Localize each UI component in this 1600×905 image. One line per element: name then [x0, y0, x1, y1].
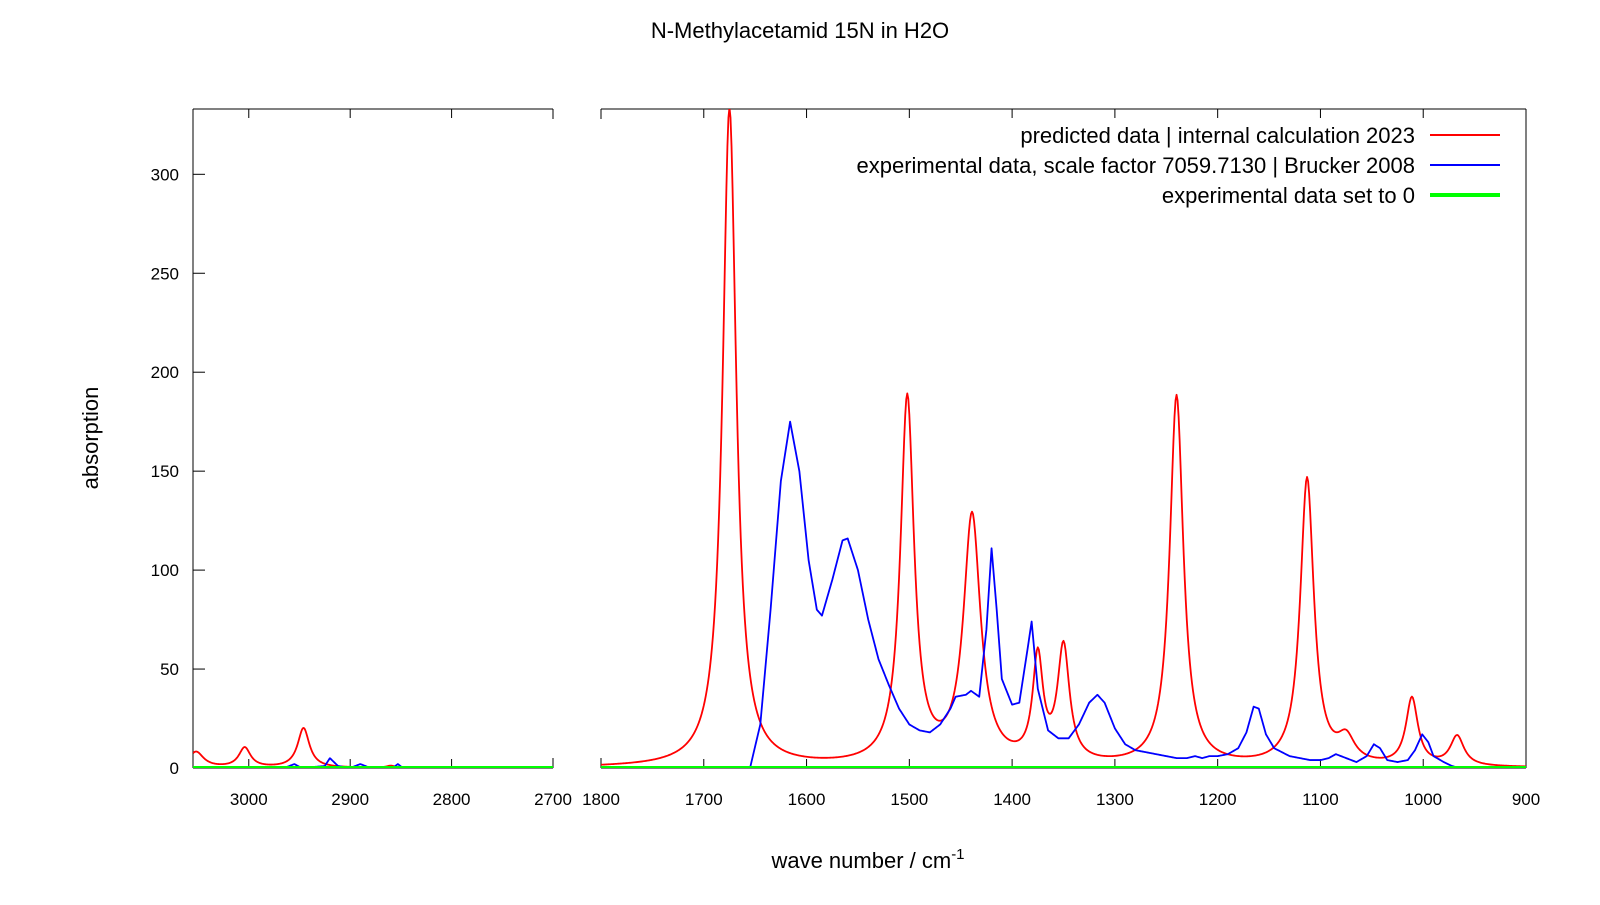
x-tick-label: 2800	[433, 790, 471, 809]
legend: predicted data | internal calculation 20…	[857, 123, 1500, 208]
x-tick-label: 1600	[788, 790, 826, 809]
x-tick-label: 1500	[890, 790, 928, 809]
x-tick-label: 1300	[1096, 790, 1134, 809]
x-tick-label: 3000	[230, 790, 268, 809]
series-line-predicted	[193, 727, 553, 768]
legend-label: experimental data, scale factor 7059.713…	[857, 153, 1416, 178]
y-axis-label: absorption	[78, 387, 103, 490]
y-tick-label: 50	[160, 660, 179, 679]
x-tick-label: 1400	[993, 790, 1031, 809]
x-tick-label: 1800	[582, 790, 620, 809]
chart-title: N-Methylacetamid 15N in H2O	[651, 18, 949, 43]
x-axis-label: wave number / cm-1	[770, 846, 964, 873]
x-axis-label-main: wave number / cm	[770, 848, 951, 873]
right-panel: 1800 1700 1600 1500 1400 1300 1200 1100 1000 900	[582, 108, 1540, 809]
series-line-predicted	[601, 109, 1526, 768]
series-line-experimental	[601, 420, 1526, 768]
x-tick-label: 1200	[1199, 790, 1237, 809]
y-tick-label: 150	[151, 462, 179, 481]
x-tick-label: 1700	[685, 790, 723, 809]
y-tick-label: 300	[151, 165, 179, 184]
x-tick-label: 2900	[331, 790, 369, 809]
legend-label: predicted data | internal calculation 20…	[1020, 123, 1415, 148]
legend-label: experimental data set to 0	[1162, 183, 1415, 208]
y-tick-label: 200	[151, 363, 179, 382]
panel-1-series	[601, 109, 1526, 768]
x-tick-label: 1000	[1404, 790, 1442, 809]
left-panel: 3000 2900 2800 2700 0 50 100 150 200 250 300	[151, 108, 572, 809]
panel-0-series	[193, 727, 553, 768]
y-tick-label: 100	[151, 561, 179, 580]
y-tick-label: 0	[170, 759, 179, 778]
x-axis-label-superscript: -1	[951, 846, 964, 863]
x-tick-label: 900	[1512, 790, 1540, 809]
x-tick-label: 1100	[1302, 790, 1339, 809]
y-tick-label: 250	[151, 264, 179, 283]
x-tick-label: 2700	[534, 790, 572, 809]
